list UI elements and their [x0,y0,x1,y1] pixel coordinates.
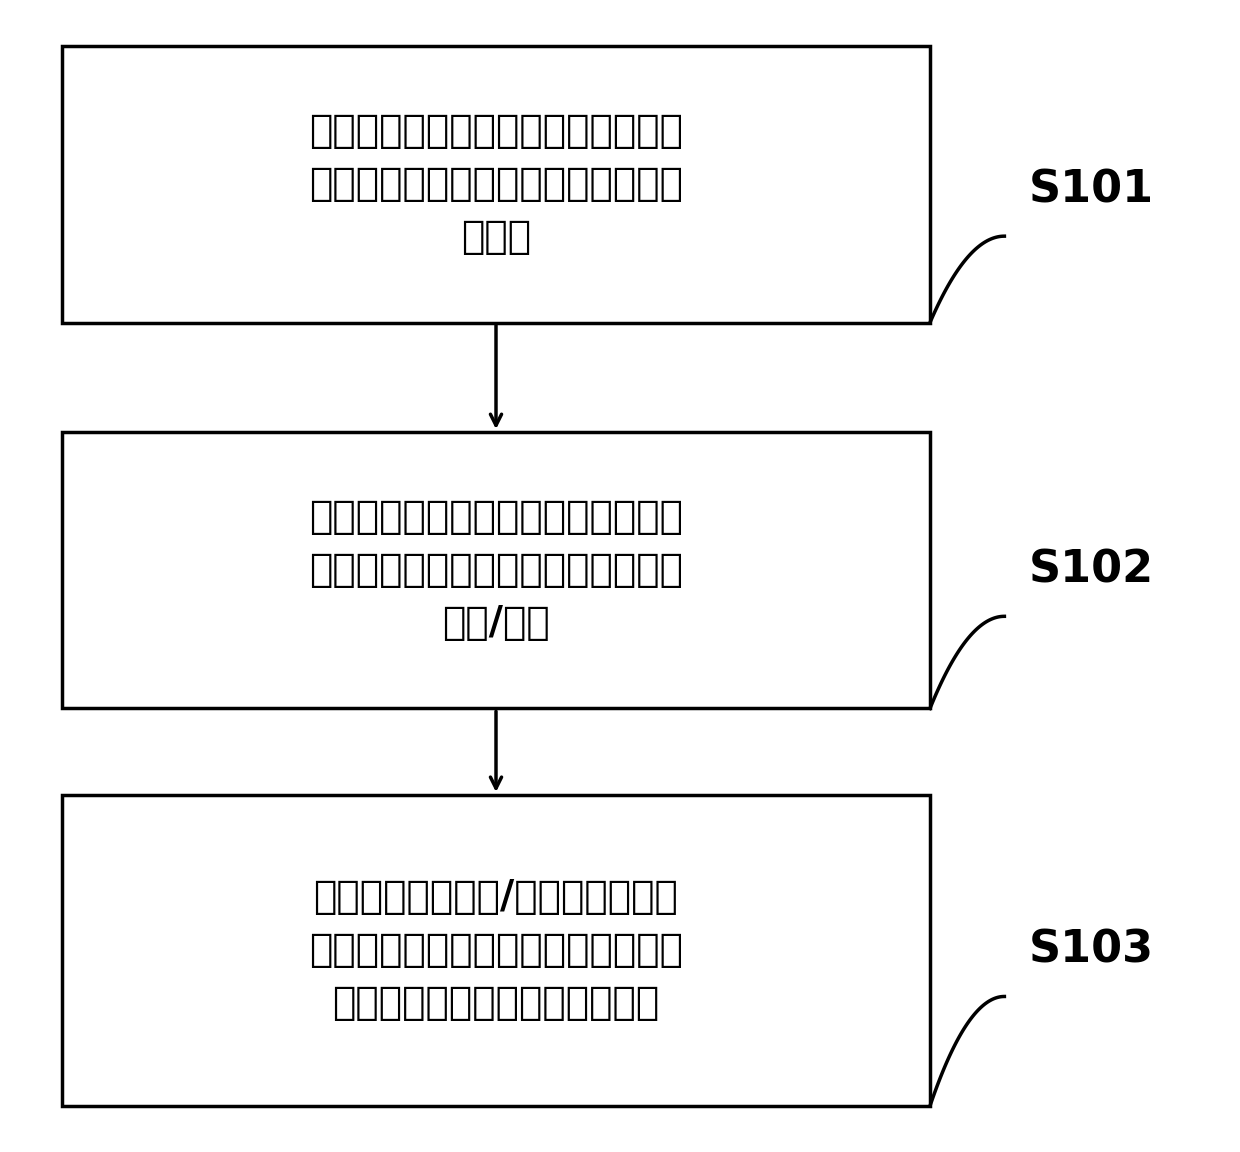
Bar [62,46,930,323]
Text: 将所述配电网支路的首端、末端作为
监测点，监测各监测点、各补偿点的
电压/电流: 将所述配电网支路的首端、末端作为 监测点，监测各监测点、各补偿点的 电压/电流 [309,498,683,643]
Text: 确定配电网支路中安装无功补偿装置
的安装位置，记为所述配电网支路的
补偿点: 确定配电网支路中安装无功补偿装置 的安装位置，记为所述配电网支路的 补偿点 [309,113,683,257]
Text: S101: S101 [1029,168,1153,212]
Bar [62,432,930,708]
Text: S103: S103 [1029,929,1153,972]
Text: 根据监测到的电压/电流调节各补偿
点处无功补偿装置的容量，以实现对
整条配电网支路的电压无功调节: 根据监测到的电压/电流调节各补偿 点处无功补偿装置的容量，以实现对 整条配电网支… [309,878,683,1023]
Bar [62,795,930,1106]
Text: S102: S102 [1029,548,1153,592]
